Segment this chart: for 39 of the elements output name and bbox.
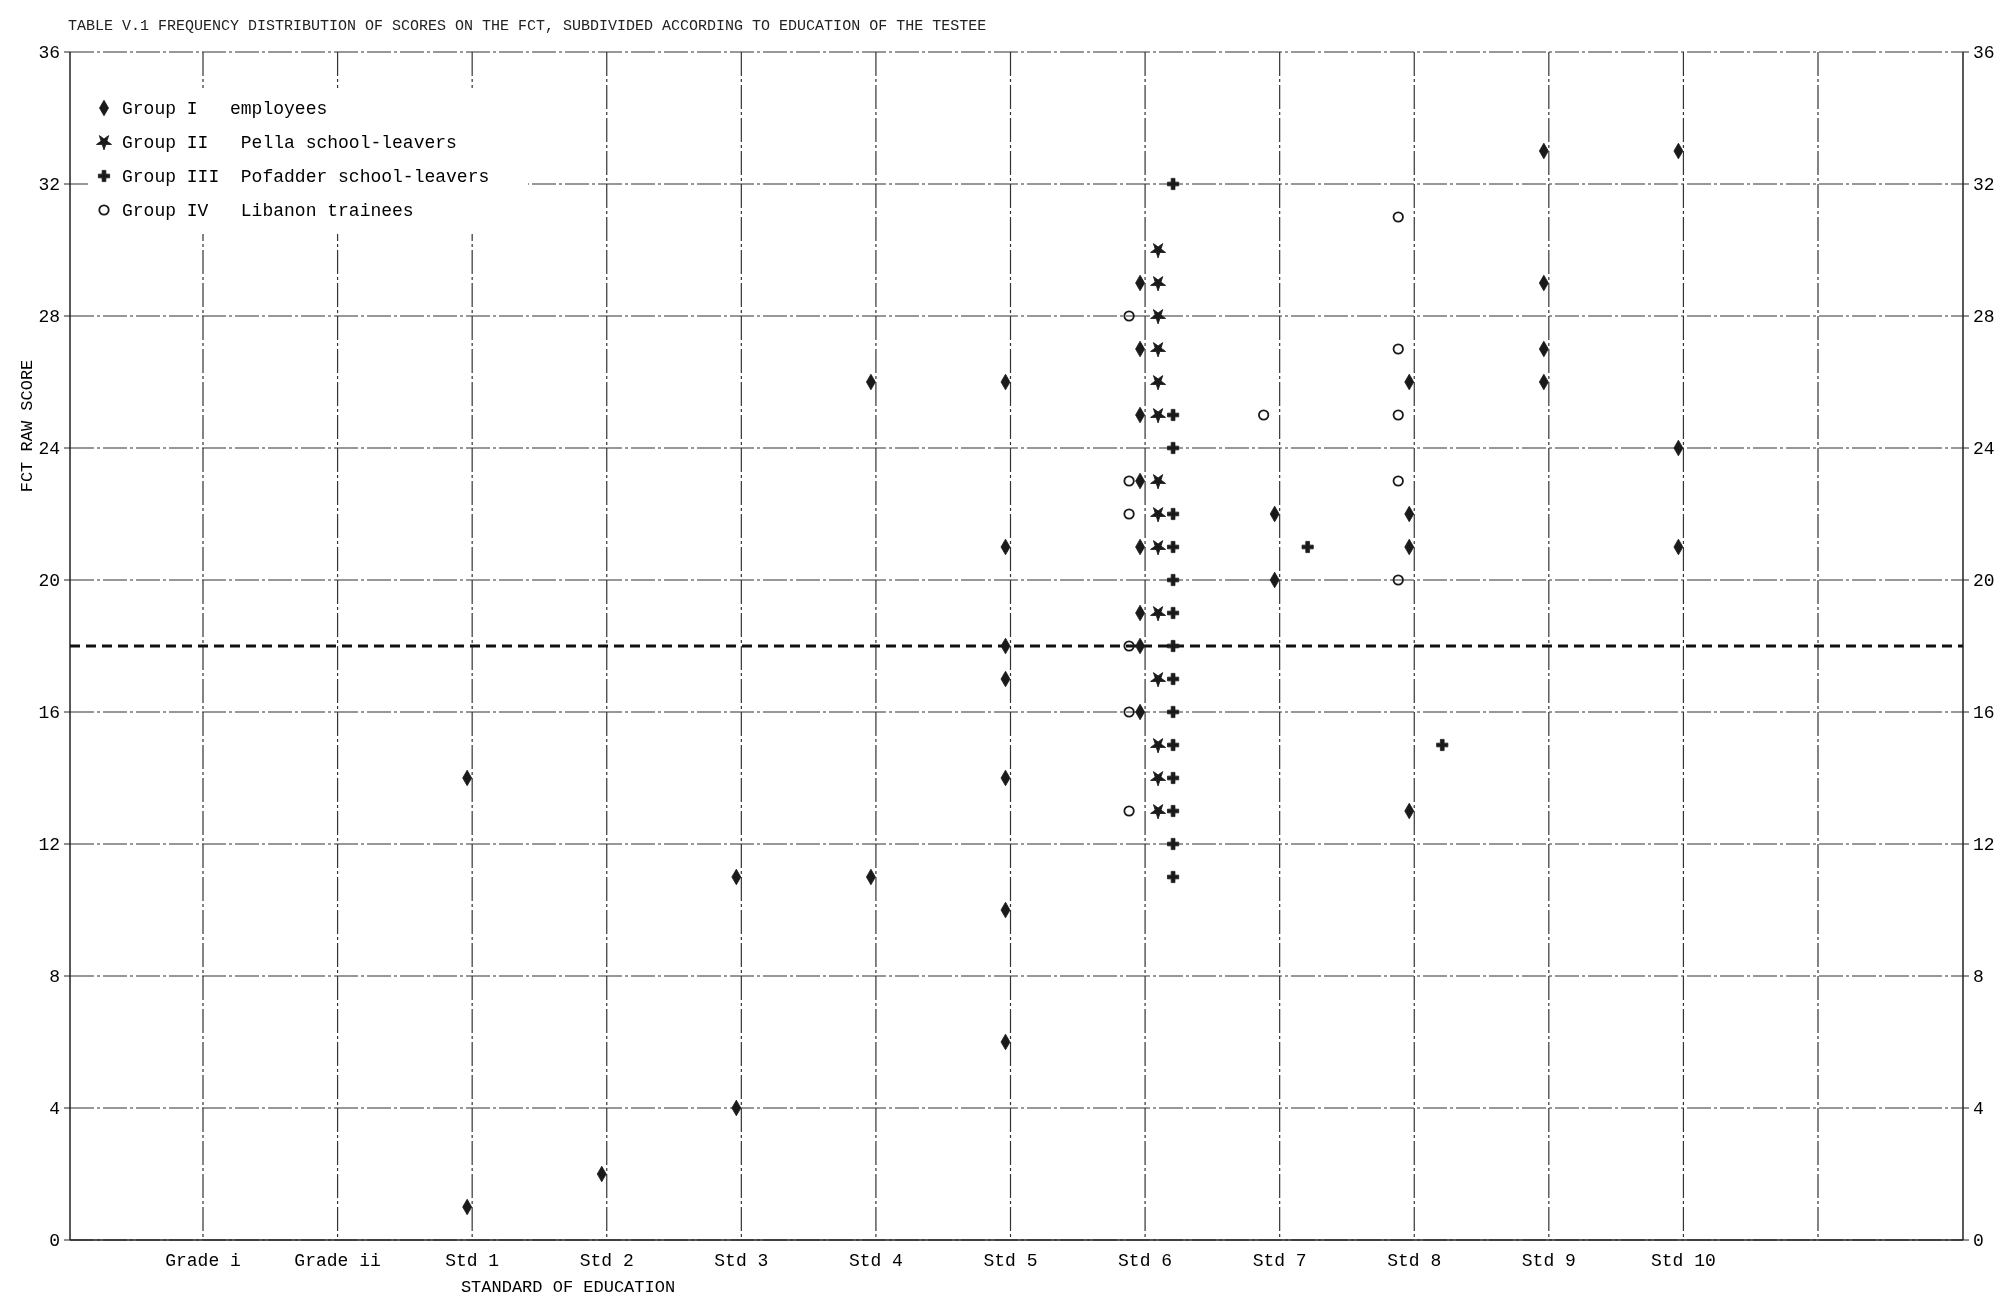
x-tick-label: Std 6 <box>1118 1251 1173 1271</box>
x-axis-title: STANDARD OF EDUCATION <box>460 1278 676 1297</box>
y2-tick-label: 8 <box>1973 967 1984 988</box>
y-tick-label: 16 <box>38 703 60 724</box>
y-tick-label: 24 <box>38 439 60 460</box>
y2-tick-label: 24 <box>1973 439 1995 460</box>
x-tick-label: Std 1 <box>445 1251 500 1271</box>
x-tick-label: Std 3 <box>714 1251 769 1271</box>
y2-tick-label: 0 <box>1973 1231 1984 1252</box>
y-tick-label: 32 <box>38 175 60 196</box>
x-tick-label: Grade i <box>165 1251 241 1271</box>
x-tick-label: Grade ii <box>294 1251 381 1271</box>
y-tick-label: 4 <box>49 1099 60 1120</box>
x-tick-label: Std 2 <box>579 1251 634 1271</box>
y-tick-label: 0 <box>49 1231 60 1252</box>
y2-tick-label: 16 <box>1973 703 1995 724</box>
chart-title: TABLE V.1 FREQUENCY DISTRIBUTION OF SCORES ON THE FCT, SUBDIVIDED ACCORDING TO EDUCATION OF THE TESTEE <box>68 18 987 35</box>
y-tick-label: 20 <box>38 571 60 592</box>
x-tick-label: Std 10 <box>1651 1251 1716 1271</box>
legend-label: Group II Pella school-leavers <box>122 133 457 154</box>
y-tick-label: 12 <box>38 835 60 856</box>
y2-tick-label: 36 <box>1973 43 1995 64</box>
y2-tick-label: 4 <box>1973 1099 1984 1120</box>
y-axis-title: FCT RAW SCORE <box>18 359 37 493</box>
y2-tick-label: 12 <box>1973 835 1995 856</box>
x-tick-label: Std 9 <box>1521 1251 1576 1271</box>
x-tick-label: Std 7 <box>1252 1251 1307 1271</box>
y2-tick-label: 32 <box>1973 175 1995 196</box>
x-tick-label: Std 5 <box>983 1251 1038 1271</box>
legend-label: Group IV Libanon trainees <box>122 201 414 222</box>
y-tick-label: 28 <box>38 307 60 328</box>
x-tick-label: Std 4 <box>848 1251 903 1271</box>
y-tick-label: 8 <box>49 967 60 988</box>
y2-tick-label: 20 <box>1973 571 1995 592</box>
x-tick-label: Std 8 <box>1387 1251 1442 1271</box>
legend-label: Group I employees <box>122 99 328 120</box>
y2-tick-label: 28 <box>1973 307 1995 328</box>
y-tick-label: 36 <box>38 43 60 64</box>
legend-label: Group III Pofadder school-leavers <box>122 167 490 188</box>
